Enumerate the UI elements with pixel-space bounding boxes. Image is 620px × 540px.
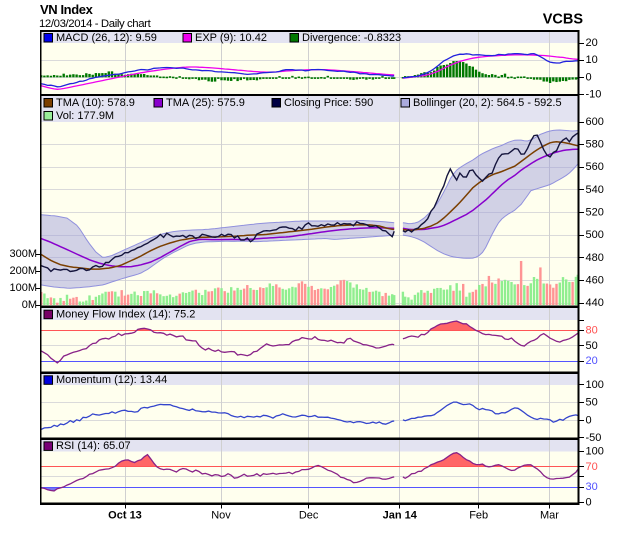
svg-text:200M: 200M bbox=[9, 265, 37, 277]
svg-text:300M: 300M bbox=[9, 248, 37, 260]
svg-text:50: 50 bbox=[586, 397, 598, 409]
svg-text:500: 500 bbox=[586, 229, 604, 241]
svg-text:460: 460 bbox=[586, 274, 604, 286]
svg-text:-50: -50 bbox=[586, 432, 602, 444]
svg-text:Dec: Dec bbox=[299, 510, 319, 522]
svg-text:100: 100 bbox=[586, 379, 604, 391]
svg-text:Jan 14: Jan 14 bbox=[383, 510, 418, 522]
svg-text:600: 600 bbox=[586, 116, 604, 128]
svg-text:VCBS: VCBS bbox=[543, 12, 584, 28]
svg-text:20: 20 bbox=[586, 37, 598, 49]
svg-text:RSI (14): 65.07: RSI (14): 65.07 bbox=[56, 440, 131, 452]
svg-text:Money Flow Index (14): 75.2: Money Flow Index (14): 75.2 bbox=[56, 309, 195, 321]
svg-text:560: 560 bbox=[586, 161, 604, 173]
svg-text:Nov: Nov bbox=[211, 510, 231, 522]
svg-text:TMA (25): 575.9: TMA (25): 575.9 bbox=[166, 97, 245, 109]
svg-text:0: 0 bbox=[586, 414, 592, 426]
svg-text:Divergence: -0.8323: Divergence: -0.8323 bbox=[302, 32, 401, 44]
svg-text:10: 10 bbox=[586, 54, 598, 66]
svg-text:12/03/2014 - Daily chart: 12/03/2014 - Daily chart bbox=[39, 18, 152, 30]
svg-text:100: 100 bbox=[586, 446, 604, 458]
svg-text:-10: -10 bbox=[586, 88, 602, 100]
svg-text:70: 70 bbox=[586, 461, 598, 473]
svg-text:Feb: Feb bbox=[469, 510, 488, 522]
svg-text:540: 540 bbox=[586, 184, 604, 196]
svg-text:0M: 0M bbox=[22, 299, 37, 311]
svg-text:440: 440 bbox=[586, 297, 604, 309]
svg-text:520: 520 bbox=[586, 207, 604, 219]
svg-text:VN Index: VN Index bbox=[40, 2, 94, 17]
svg-text:580: 580 bbox=[586, 139, 604, 151]
svg-text:Oct 13: Oct 13 bbox=[108, 510, 142, 522]
svg-text:Vol: 177.9M: Vol: 177.9M bbox=[56, 110, 114, 122]
svg-text:TMA (10): 578.9: TMA (10): 578.9 bbox=[56, 97, 135, 109]
svg-text:480: 480 bbox=[586, 252, 604, 264]
svg-text:80: 80 bbox=[586, 325, 598, 337]
svg-text:30: 30 bbox=[586, 481, 598, 493]
svg-text:Mar: Mar bbox=[540, 510, 559, 522]
svg-text:EXP (9): 10.42: EXP (9): 10.42 bbox=[195, 32, 267, 44]
svg-text:100M: 100M bbox=[9, 282, 37, 294]
svg-text:0: 0 bbox=[586, 496, 592, 508]
svg-text:Bollinger (20, 2): 564.5 - 592: Bollinger (20, 2): 564.5 - 592.5 bbox=[413, 97, 562, 109]
svg-text:Momentum (12): 13.44: Momentum (12): 13.44 bbox=[56, 374, 167, 386]
svg-text:50: 50 bbox=[586, 340, 598, 352]
svg-text:Closing Price: 590: Closing Price: 590 bbox=[284, 97, 373, 109]
svg-text:20: 20 bbox=[586, 355, 598, 367]
svg-text:MACD (26, 12): 9.59: MACD (26, 12): 9.59 bbox=[56, 32, 157, 44]
svg-text:0: 0 bbox=[586, 71, 592, 83]
